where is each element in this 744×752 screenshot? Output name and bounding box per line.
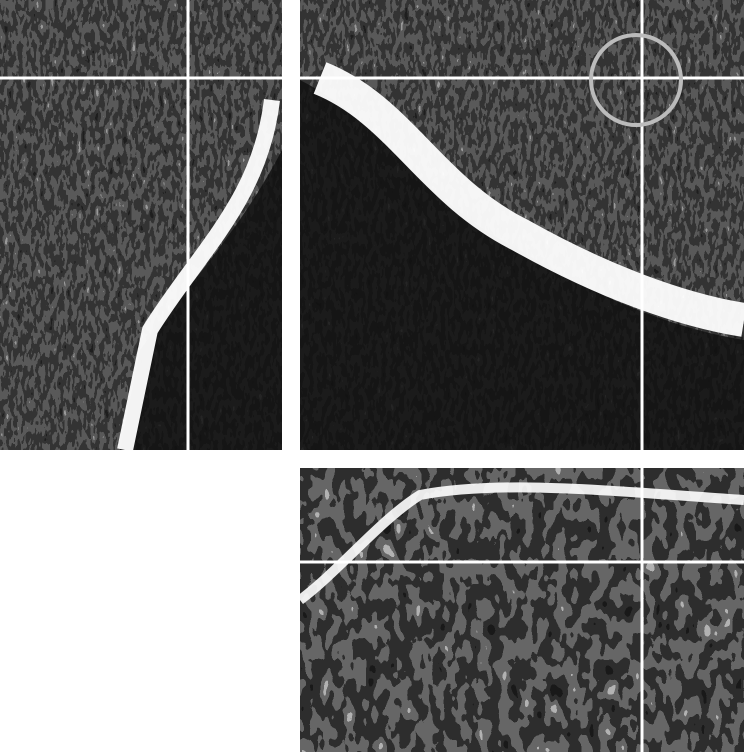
- scan-views: [0, 0, 744, 752]
- top-view: [300, 0, 744, 450]
- texture: [300, 468, 744, 752]
- bottom-view: [300, 468, 744, 752]
- page: (() => { const data = JSON.parse(documen…: [0, 0, 744, 752]
- left-view: [0, 0, 282, 450]
